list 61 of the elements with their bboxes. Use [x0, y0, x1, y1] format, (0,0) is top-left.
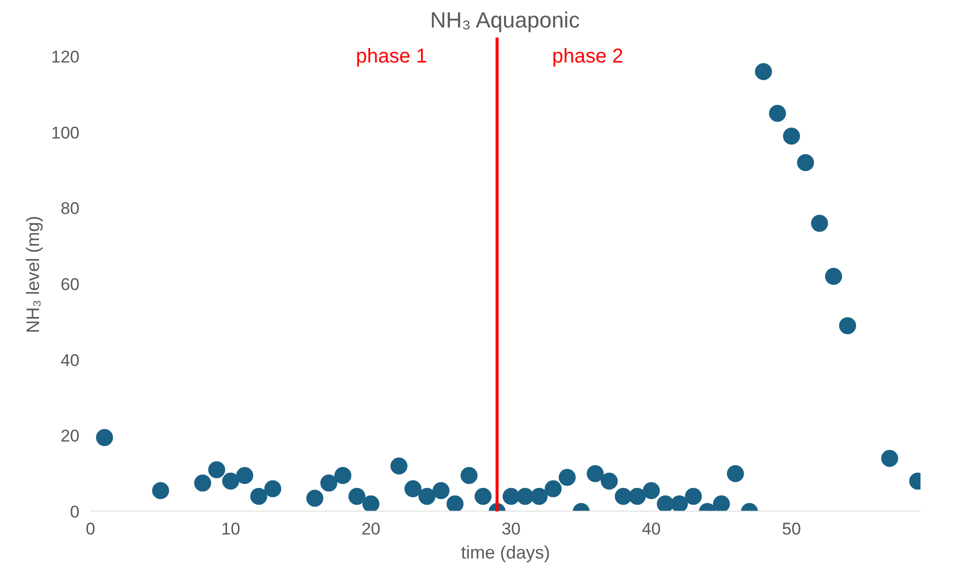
point	[797, 154, 814, 172]
point	[881, 450, 898, 467]
point	[530, 488, 548, 505]
y-tick-label: 40	[60, 350, 80, 370]
point	[656, 495, 674, 512]
point	[418, 488, 436, 505]
point	[825, 268, 842, 285]
point	[642, 482, 660, 500]
point	[558, 468, 576, 486]
point	[839, 317, 856, 334]
point	[250, 488, 268, 505]
point	[586, 465, 604, 482]
point	[754, 63, 772, 80]
point	[404, 480, 422, 498]
y-axis-title: NH₃ level (mg)	[23, 216, 44, 334]
y-tick-label: 60	[60, 274, 80, 294]
point	[320, 474, 338, 492]
point	[811, 214, 828, 232]
x-tick-label: 50	[782, 520, 801, 538]
point	[194, 474, 212, 492]
point	[684, 488, 702, 505]
point	[306, 490, 324, 507]
x-tick-label: 30	[502, 520, 521, 538]
point	[516, 488, 534, 505]
point	[222, 472, 240, 490]
point	[670, 495, 688, 512]
point	[446, 495, 464, 512]
point	[390, 458, 408, 474]
point	[362, 495, 380, 512]
point	[726, 465, 744, 482]
point	[712, 495, 730, 512]
point	[96, 429, 114, 446]
point	[236, 466, 254, 484]
chart-title: NH₃ Aquaponic	[430, 8, 580, 32]
x-tick-label: 20	[361, 520, 380, 538]
point	[208, 461, 226, 478]
point	[502, 488, 520, 505]
point	[474, 488, 492, 505]
point	[768, 104, 786, 122]
y-tick-label: 0	[70, 502, 80, 522]
y-tick-label: 120	[51, 47, 80, 66]
x-axis-title: time (days)	[460, 542, 550, 562]
y-tick-label: 80	[60, 199, 80, 218]
point	[334, 466, 352, 484]
point	[783, 128, 800, 145]
x-tick-label: 10	[221, 520, 240, 538]
point	[460, 466, 478, 484]
annotation: phase 2	[552, 45, 624, 68]
point	[432, 482, 450, 500]
y-tick-label: 20	[60, 426, 80, 446]
point	[614, 488, 632, 505]
y-tick-label: 100	[51, 123, 80, 142]
x-tick-label: 0	[86, 520, 96, 538]
x-tick-label: 40	[642, 520, 661, 538]
point	[628, 488, 646, 505]
annotation: phase 1	[356, 45, 428, 68]
point	[152, 482, 170, 500]
point	[600, 472, 618, 490]
point	[264, 480, 282, 498]
point	[544, 480, 562, 498]
point	[348, 488, 366, 505]
